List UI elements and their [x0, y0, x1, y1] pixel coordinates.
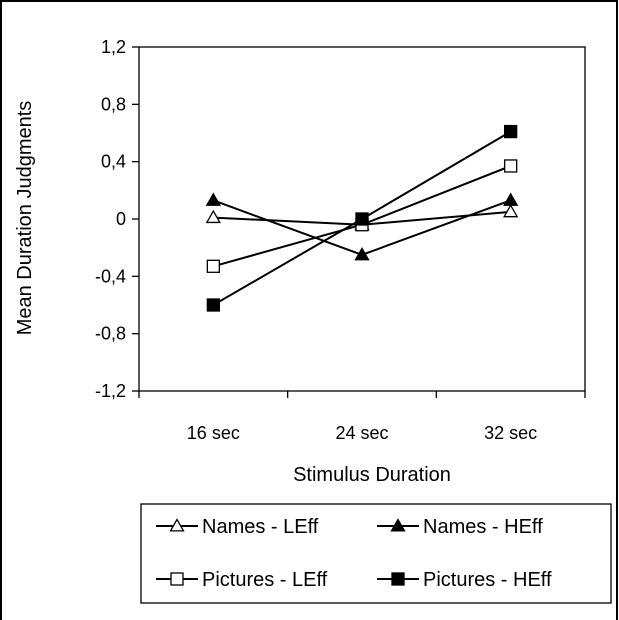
legend-label: Names - HEff	[423, 516, 543, 538]
y-tick-label: -0,4	[95, 266, 126, 286]
data-point	[205, 192, 221, 206]
data-point	[355, 212, 369, 226]
y-tick-label: -1,2	[95, 381, 126, 401]
data-point	[206, 259, 220, 273]
legend-items: Names - LEff Names - HEff Pictures - LEff P…	[156, 516, 552, 591]
series-markers	[205, 124, 519, 312]
y-tick-label: 0,8	[101, 94, 126, 114]
data-point	[205, 209, 221, 224]
y-axis-label: Mean Duration Judgments	[14, 101, 36, 336]
y-tick-label: 1,2	[101, 37, 126, 57]
data-point	[504, 124, 518, 139]
data-point	[504, 159, 518, 173]
y-tick-label: -0,8	[95, 324, 126, 344]
x-axis: 16 sec 24 sec 32 sec	[138, 391, 586, 443]
data-point	[503, 204, 519, 218]
legend-label: Pictures - LEff	[202, 569, 328, 591]
legend-marker	[391, 572, 405, 586]
y-axis: 1,2 0,8 0,4 0 -0,4 -0,8 -1,2	[95, 37, 139, 401]
x-axis-label: Stimulus Duration	[293, 464, 451, 486]
data-point	[354, 247, 370, 261]
legend-marker	[170, 572, 184, 586]
legend-marker	[390, 518, 406, 532]
data-point	[206, 298, 220, 312]
legend-marker	[169, 518, 185, 532]
y-tick-label: 0,4	[101, 152, 126, 172]
x-tick-label: 16 sec	[187, 423, 240, 443]
data-point	[503, 192, 519, 206]
legend	[140, 503, 612, 604]
legend-label: Names - LEff	[202, 516, 319, 538]
x-tick-label: 24 sec	[335, 423, 388, 443]
legend-label: Pictures - HEff	[423, 569, 552, 591]
y-tick-label: 0	[116, 209, 126, 229]
x-tick-label: 32 sec	[484, 423, 537, 443]
